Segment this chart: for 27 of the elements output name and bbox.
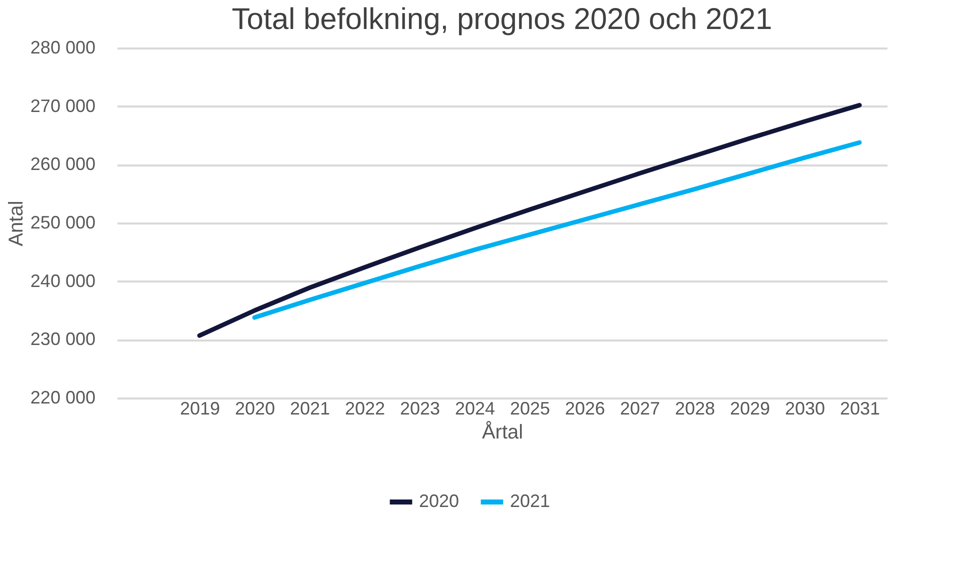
y-tick-label: 240 000 — [30, 270, 96, 291]
y-axis-title: Antal — [5, 200, 28, 246]
legend-label: 2020 — [419, 491, 460, 511]
x-tick-label: 2020 — [234, 398, 276, 418]
x-tick-label: 2029 — [730, 398, 770, 418]
legend-label: 2021 — [510, 491, 550, 511]
x-tick-label: 2027 — [620, 398, 660, 418]
x-tick-label: 2025 — [510, 398, 550, 418]
y-tick-label: 250 000 — [30, 212, 96, 232]
x-tick-label: 2028 — [674, 398, 716, 418]
chart-title: Total befolkning, prognos 2020 och 2021 — [232, 3, 772, 36]
y-tick-label: 220 000 — [30, 388, 96, 408]
x-tick-label: 2021 — [290, 398, 330, 418]
y-tick-label: 280 000 — [30, 38, 96, 58]
y-tick-label: 270 000 — [30, 96, 96, 116]
line-series — [252, 140, 862, 320]
x-tick-label: 2024 — [454, 398, 496, 418]
x-tick-label: 2023 — [400, 398, 440, 418]
y-tick-label: 230 000 — [30, 329, 96, 350]
x-tick-label: 2031 — [840, 398, 880, 418]
x-tick-label: 2022 — [344, 398, 386, 418]
x-axis-title: Årtal — [482, 420, 524, 444]
line-series — [197, 102, 862, 338]
y-tick-label: 260 000 — [30, 154, 96, 174]
x-tick-label: 2019 — [180, 398, 220, 418]
x-tick-label: 2030 — [784, 398, 826, 418]
x-tick-label: 2026 — [564, 398, 606, 418]
